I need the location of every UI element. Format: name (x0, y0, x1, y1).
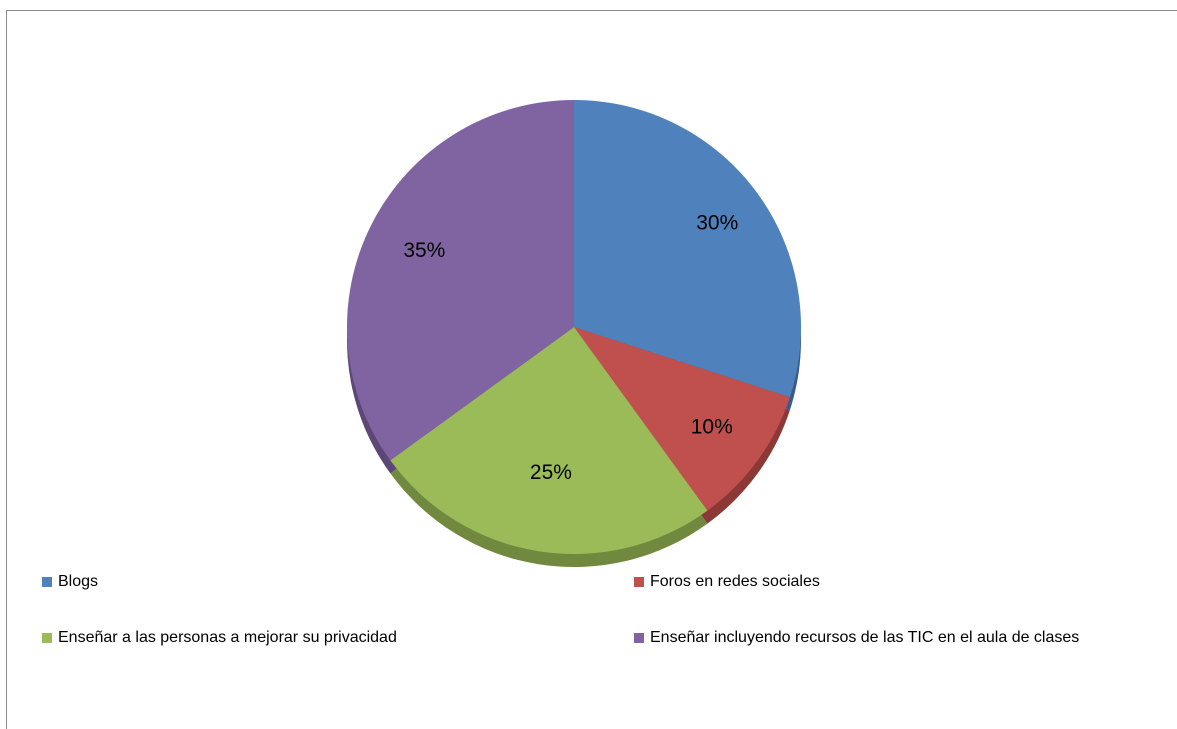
pie-slice-privacidad (390, 327, 708, 554)
legend-swatch-foros (634, 577, 644, 587)
pie-labels: 30% 10% 25% 35% (403, 211, 738, 484)
legend-item-privacidad: Enseñar a las personas a mejorar su priv… (42, 628, 397, 648)
pie-label-blogs: 30% (696, 211, 738, 234)
legend-label-privacidad: Enseñar a las personas a mejorar su priv… (58, 629, 397, 646)
legend-item-blogs: Blogs (42, 572, 98, 592)
legend-label-tic: Enseñar incluyendo recursos de las TIC e… (650, 629, 1080, 646)
legend-label-blogs: Blogs (58, 573, 99, 590)
pie-slice-foros (574, 327, 790, 511)
legend-label-foros: Foros en redes sociales (650, 573, 820, 590)
legend-swatch-tic (634, 633, 644, 643)
legend-swatch-privacidad (42, 633, 52, 643)
pie-slice-blogs (574, 100, 801, 398)
legend-item-tic: Enseñar incluyendo recursos de las TIC e… (634, 628, 1079, 648)
pie-slices (347, 100, 801, 554)
chart-border-left (6, 10, 7, 729)
legend-item-foros: Foros en redes sociales (634, 572, 820, 592)
pie-label-foros: 10% (691, 416, 733, 439)
legend-swatch-blogs (42, 577, 52, 587)
pie-label-privacidad: 25% (530, 461, 572, 484)
chart-border-top (6, 10, 1177, 11)
pie-slice-tic (347, 100, 574, 461)
pie-label-tic: 35% (403, 239, 445, 262)
